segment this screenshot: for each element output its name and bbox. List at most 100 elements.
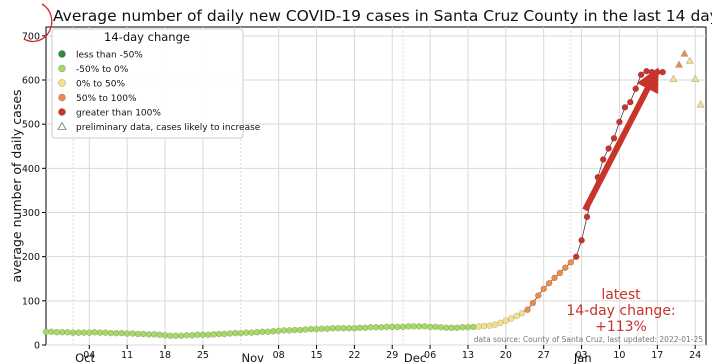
data-point	[410, 323, 418, 330]
preliminary-point	[685, 56, 694, 64]
data-point	[616, 118, 623, 126]
data-point	[291, 326, 299, 334]
data-point	[383, 323, 390, 331]
data-point	[508, 315, 515, 322]
data-point	[340, 325, 347, 332]
data-point	[529, 299, 537, 307]
preliminary-point	[696, 100, 705, 108]
data-point	[372, 324, 380, 331]
x-tick-label: 08	[273, 350, 285, 361]
data-point	[345, 325, 353, 332]
data-point	[286, 327, 293, 334]
data-point	[318, 325, 326, 332]
data-point	[140, 330, 147, 338]
data-point	[297, 326, 304, 334]
data-point	[69, 329, 77, 336]
data-point	[107, 329, 115, 337]
data-point	[161, 332, 169, 339]
legend-title: 14-day change	[104, 30, 190, 44]
data-point	[627, 98, 634, 106]
chart-title: Average number of daily new COVID-19 cas…	[53, 7, 712, 25]
data-point	[518, 310, 526, 317]
data-point	[535, 292, 542, 299]
data-point	[280, 327, 288, 334]
legend-entry-label: less than -50%	[76, 51, 143, 61]
data-point	[654, 68, 661, 76]
data-point	[259, 328, 266, 335]
data-point	[172, 332, 180, 339]
data-point	[313, 325, 320, 333]
x-tick-label: 04	[83, 350, 95, 361]
x-tick-label: 18	[159, 350, 171, 361]
y-tick-label: 200	[22, 252, 40, 263]
x-tick-label: 20	[500, 350, 512, 361]
y-tick-label: 400	[22, 164, 40, 175]
legend-marker	[58, 79, 66, 87]
latest-change-annotation: latest 14-day change: +113%	[566, 287, 675, 335]
data-point	[270, 328, 277, 335]
y-tick-label: 500	[22, 120, 40, 131]
data-point	[600, 156, 607, 163]
data-point	[502, 317, 509, 324]
data-point	[497, 319, 504, 327]
data-point	[389, 323, 396, 331]
x-tick-label: 10	[613, 350, 625, 361]
legend-entry-label: 0% to 50%	[76, 80, 125, 90]
data-point	[394, 323, 401, 331]
data-point	[156, 331, 163, 338]
data-point	[621, 104, 629, 111]
data-point	[551, 274, 558, 282]
y-tick-label: 100	[22, 296, 40, 307]
data-point	[75, 329, 82, 336]
x-tick-label: 24	[689, 350, 701, 361]
legend-marker	[58, 108, 66, 116]
data-point	[264, 328, 271, 335]
x-tick-label: 27	[538, 350, 550, 361]
data-point	[578, 237, 585, 244]
data-point	[134, 330, 142, 338]
data-points	[42, 67, 666, 339]
data-point	[307, 325, 315, 333]
latest-change-value: +113%	[595, 319, 647, 335]
legend-entry-label: greater than 100%	[76, 109, 161, 119]
data-point	[188, 332, 196, 339]
data-point	[545, 280, 553, 287]
data-point	[150, 331, 158, 338]
data-point	[205, 331, 212, 338]
preliminary-point	[680, 49, 689, 57]
data-point	[491, 321, 499, 328]
legend-marker	[58, 93, 66, 102]
data-point	[275, 327, 282, 335]
data-point	[118, 329, 125, 337]
data-point	[556, 269, 564, 277]
x-tick-label: 15	[310, 350, 322, 361]
data-point	[448, 324, 455, 331]
latest-change-label: 14-day change:	[566, 303, 675, 319]
data-point	[80, 329, 88, 336]
y-tick-label: 600	[22, 76, 40, 87]
data-point	[475, 323, 482, 330]
data-point	[416, 323, 423, 330]
data-point	[167, 332, 174, 339]
data-point	[378, 324, 385, 331]
data-point	[253, 329, 261, 336]
data-point	[113, 329, 120, 337]
y-tick-label: 300	[22, 208, 40, 219]
y-axis-ticks: 0 100 200 300 400 500 600 700	[22, 31, 46, 352]
data-point	[210, 331, 217, 338]
data-point	[637, 71, 645, 78]
legend-marker	[58, 50, 66, 58]
data-point	[237, 329, 245, 337]
data-point	[64, 329, 71, 336]
data-point	[177, 332, 185, 339]
x-tick-label: 13	[462, 350, 474, 361]
latest-label: latest	[601, 287, 641, 303]
legend-entry-label: 50% to 100%	[76, 94, 137, 104]
data-point	[42, 328, 50, 335]
month-label: Nov	[242, 351, 265, 364]
data-point	[242, 329, 250, 336]
data-point	[215, 330, 223, 338]
legend-marker	[58, 64, 66, 73]
data-point	[659, 68, 666, 76]
preliminary-point	[669, 74, 678, 82]
